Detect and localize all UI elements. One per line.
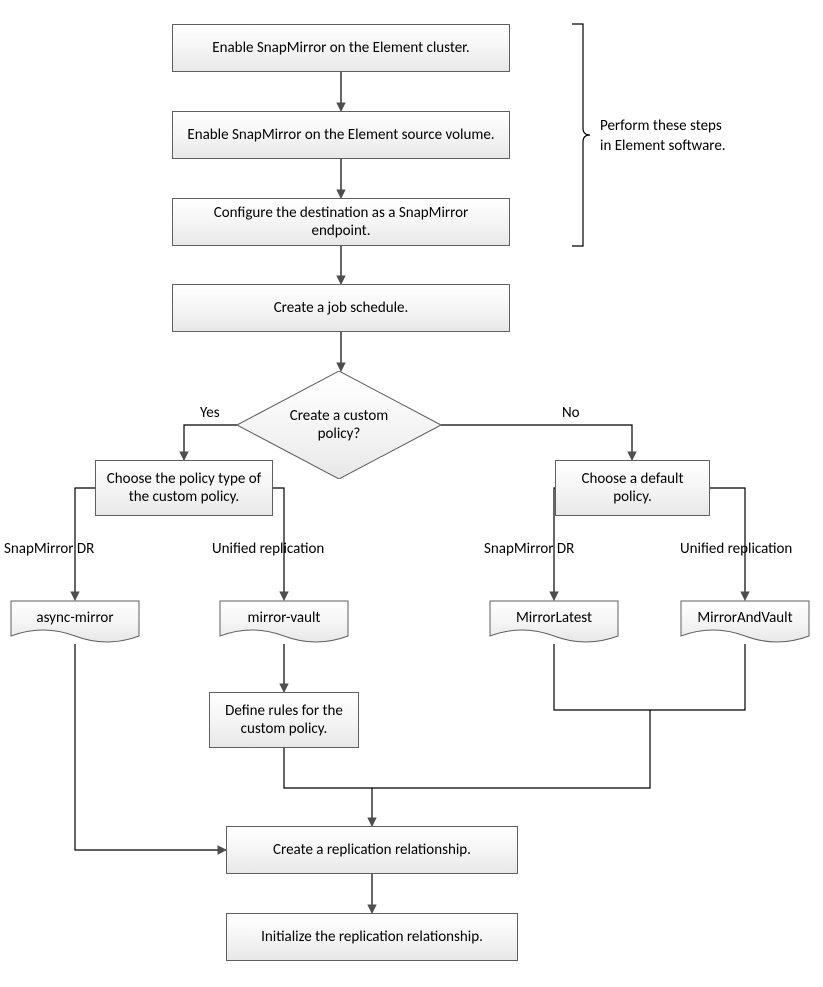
box-text: Enable SnapMirror on the Element source …: [187, 126, 494, 144]
label-unified-replication-1: Unified replication: [212, 540, 324, 558]
side-note: Perform these steps in Element software.: [600, 116, 726, 157]
box-choose-policy-type: Choose the policy type of the custom pol…: [95, 460, 273, 516]
doc-text: async-mirror: [36, 609, 113, 627]
label-yes: Yes: [200, 404, 220, 422]
box-create-relationship: Create a replication relationship.: [226, 826, 518, 874]
box-enable-volume: Enable SnapMirror on the Element source …: [172, 111, 510, 159]
box-text: Configure the destination as a SnapMirro…: [183, 204, 499, 240]
box-text: Initialize the replication relationship.: [261, 928, 483, 946]
label-no: No: [562, 404, 580, 422]
box-define-rules: Define rules for the custom policy.: [209, 692, 359, 748]
box-text: Define rules for the custom policy.: [225, 702, 343, 738]
doc-text: MirrorLatest: [516, 609, 592, 627]
side-note-line1: Perform these steps: [600, 116, 726, 136]
side-note-line2: in Element software.: [600, 136, 726, 156]
box-initialize-relationship: Initialize the replication relationship.: [226, 913, 518, 961]
label-snapmirror-dr-1: SnapMirror DR: [4, 540, 94, 558]
decision-text: Create a custom policy?: [290, 407, 389, 443]
doc-async-mirror: async-mirror: [10, 600, 140, 646]
doc-text: MirrorAndVault: [697, 609, 792, 627]
box-text: Create a job schedule.: [274, 299, 409, 317]
doc-mirror-latest: MirrorLatest: [489, 600, 619, 646]
box-text: Choose a default policy.: [581, 470, 683, 506]
label-unified-replication-2: Unified replication: [680, 540, 792, 558]
box-choose-default-policy: Choose a default policy.: [555, 460, 710, 516]
doc-mirror-and-vault: MirrorAndVault: [680, 600, 810, 646]
box-create-schedule: Create a job schedule.: [172, 284, 510, 332]
box-configure-endpoint: Configure the destination as a SnapMirro…: [172, 198, 510, 246]
label-snapmirror-dr-2: SnapMirror DR: [484, 540, 574, 558]
box-text: Choose the policy type of the custom pol…: [107, 470, 261, 506]
box-enable-cluster: Enable SnapMirror on the Element cluster…: [172, 24, 510, 72]
box-text: Create a replication relationship.: [273, 841, 471, 859]
box-text: Enable SnapMirror on the Element cluster…: [212, 39, 469, 57]
doc-text: mirror-vault: [248, 609, 321, 627]
doc-mirror-vault: mirror-vault: [219, 600, 349, 646]
